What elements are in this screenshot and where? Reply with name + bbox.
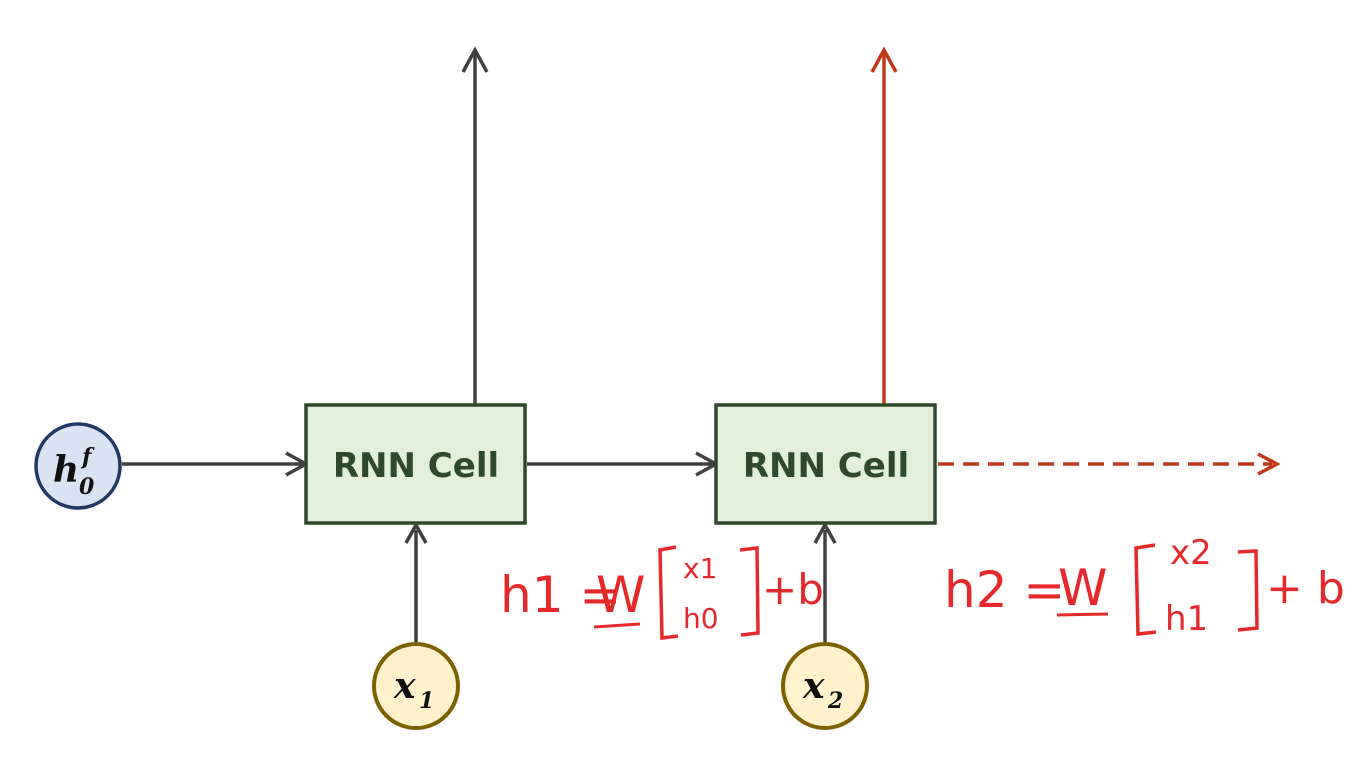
rnn-cell-1-label: RNN Cell [333,446,499,486]
annotation-h2-bias: + b [1266,563,1345,614]
input-2-subscript: 2 [827,688,843,714]
annotation-h1-lhs: h1 = [500,566,621,624]
input-1-subscript: 1 [419,688,434,714]
initial-state-superscript: f [80,444,95,470]
rnn-cell-1: RNN Cell [304,403,527,525]
annotation-h1-vector-top: x1 [683,552,717,585]
annotation-h2-weight-underline [1056,612,1109,617]
svg-text:0: 0 [79,474,95,500]
initial-state-node: h 0 f [34,422,122,510]
cell2-output-arrowhead [870,46,898,73]
annotation-h1-right-bracket [739,546,760,637]
annotation-h1-equation: h1 = W x1 h0 +b [500,545,824,640]
annotation-h2-right-bracket [1237,549,1259,632]
rnn-cell-2-label: RNN Cell [743,446,909,486]
input-node-2: x 2 [781,642,869,730]
cell1-output-arrowhead [461,46,489,73]
input1-arrowhead [404,521,428,544]
annotation-h1-weight-underline [593,622,641,629]
initial-state-symbol: h [53,449,79,491]
annotation-h2-equation: h2 = W x2 h1 + b [944,533,1345,639]
input-2-symbol: x [802,665,825,707]
annotation-h2-lhs: h2 = [944,561,1065,619]
annotation-h1-vector-bottom: h0 [683,602,719,635]
input-1-symbol: x [393,665,416,707]
input-node-1: x 1 [372,642,460,730]
annotation-h1-bias: +b [762,565,824,614]
next-state-arrowhead [1257,452,1281,476]
svg-text:h: h [53,449,79,491]
annotation-h2-weight: W [1058,559,1107,617]
rnn-cell-2: RNN Cell [714,403,937,525]
annotation-h2-vector-bottom: h1 [1165,599,1208,639]
annotation-h1-weight: W [596,566,645,624]
annotation-h2-vector-top: x2 [1170,533,1212,573]
svg-text:f: f [80,444,95,470]
annotation-h2-left-bracket [1134,543,1157,636]
input2-arrowhead [813,521,837,544]
annotation-h1-left-bracket [658,545,679,640]
initial-state-subscript: 0 [79,474,95,500]
